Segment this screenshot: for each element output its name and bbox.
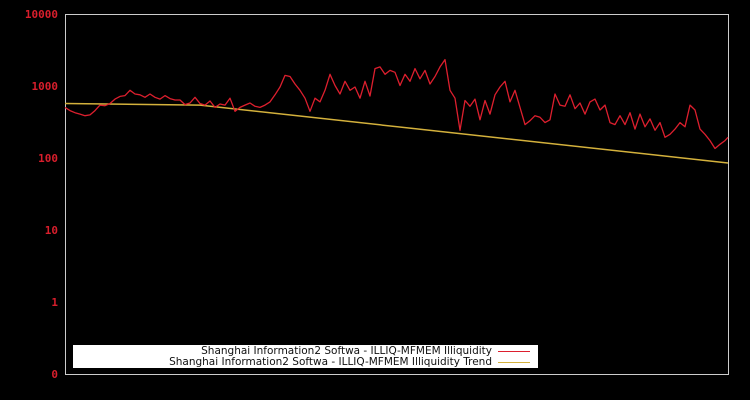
legend-label-trend: Shanghai Information2 Softwa - ILLIQ-MFM…	[169, 356, 492, 368]
legend: Shanghai Information2 Softwa - ILLIQ-MFM…	[73, 345, 538, 368]
legend-swatch-trend	[498, 362, 530, 363]
plot-frame	[65, 14, 729, 375]
legend-swatch-illiquidity	[498, 351, 530, 352]
y-tick-label: 10	[44, 224, 58, 237]
legend-label-illiquidity: Shanghai Information2 Softwa - ILLIQ-MFM…	[201, 345, 492, 357]
y-tick-label: 1	[51, 296, 58, 309]
illiquidity-line	[64, 58, 729, 150]
y-tick-label: 100	[38, 152, 58, 165]
y-tick-label: 0	[51, 368, 58, 381]
y-tick-label: 10000	[24, 8, 58, 21]
y-tick-label: 1000	[31, 80, 59, 93]
trend-line	[64, 102, 729, 164]
